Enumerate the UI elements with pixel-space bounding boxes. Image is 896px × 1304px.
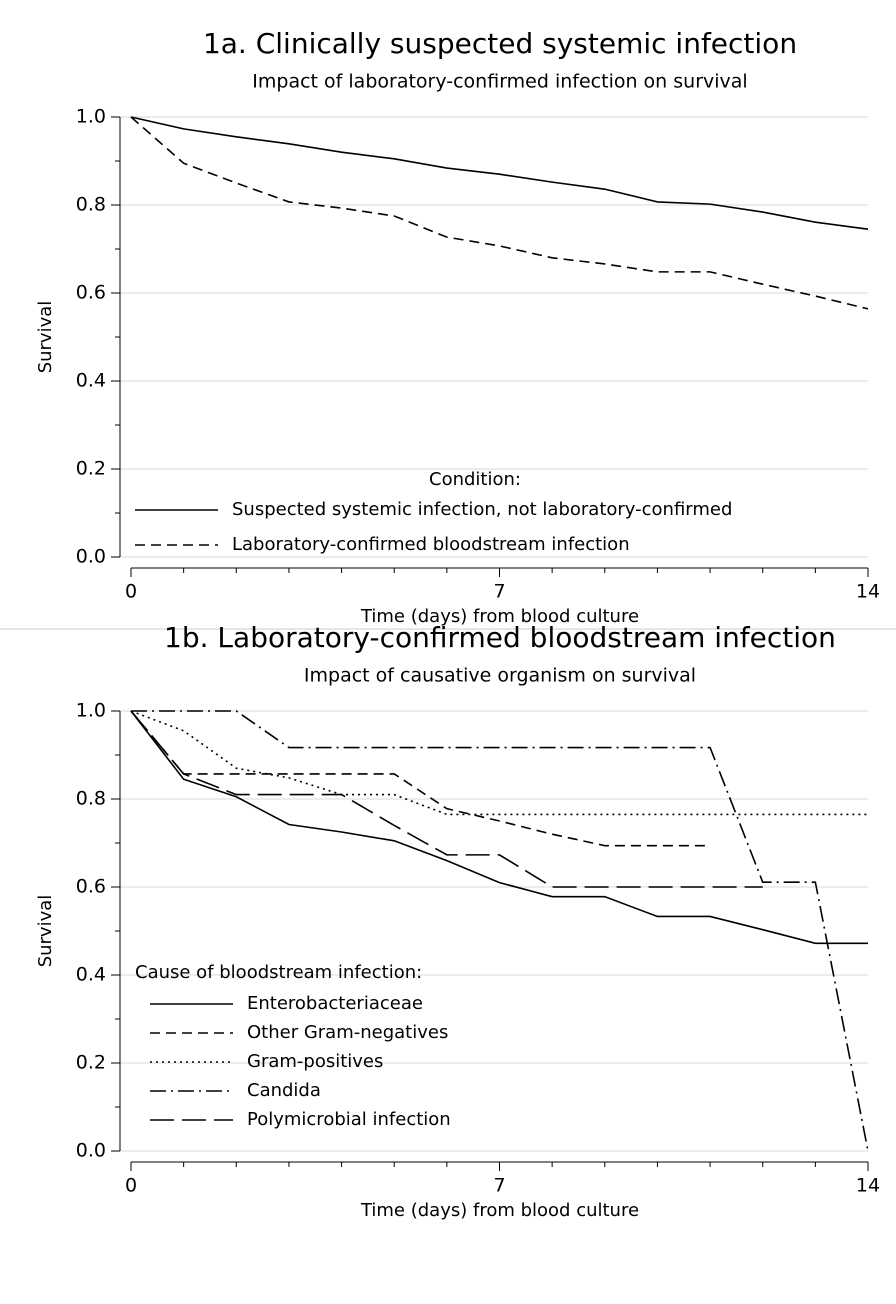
x-tick-label: 7 [493,581,505,603]
survival-line [130,116,869,230]
y-tick-label: 0.0 [76,1140,106,1162]
survival-line [130,710,763,888]
y-tick-label: 0.4 [76,964,106,986]
legend-label: Polymicrobial infection [247,1109,451,1130]
legend-label: Gram-positives [247,1051,383,1072]
y-tick-label: 0.6 [76,876,106,898]
chart-subtitle: Impact of causative organism on survival [304,665,696,687]
survival-line [130,710,711,847]
chart-title: 1b. Laboratory-confirmed bloodstream inf… [164,621,836,654]
y-tick-label: 1.0 [76,700,106,722]
x-tick-label: 0 [125,581,137,603]
y-tick-label: 0.8 [76,788,106,810]
y-axis-label: Survival [35,301,56,374]
legend-label: Candida [247,1080,321,1101]
x-axis-label: Time (days) from blood culture [360,1200,639,1221]
legend-label: Enterobacteriaceae [247,993,423,1014]
legend-label: Suspected systemic infection, not labora… [232,499,732,520]
legend-label: Laboratory-confirmed bloodstream infecti… [232,534,630,555]
survival-line [130,710,868,816]
survival-line [130,116,869,310]
legend-title: Cause of bloodstream infection: [135,962,422,983]
survival-line [131,710,869,1152]
x-tick-label: 0 [125,1175,137,1197]
y-tick-label: 0.8 [76,194,106,216]
y-tick-label: 0.2 [76,1052,106,1074]
x-tick-label: 14 [856,581,880,603]
legend-title: Condition: [429,469,521,490]
y-axis-label: Survival [35,895,56,968]
x-tick-label: 14 [856,1175,880,1197]
y-tick-label: 0.4 [76,370,106,392]
y-tick-label: 0.2 [76,458,106,480]
y-tick-label: 1.0 [76,106,106,128]
y-tick-label: 0.6 [76,282,106,304]
legend-label: Other Gram-negatives [247,1022,448,1043]
y-tick-label: 0.0 [76,546,106,568]
survival-line [130,710,868,945]
x-axis-label: Time (days) from blood culture [360,606,639,627]
x-tick-label: 7 [493,1175,505,1197]
chart-subtitle: Impact of laboratory-confirmed infection… [252,71,747,93]
chart-title: 1a. Clinically suspected systemic infect… [203,27,797,60]
